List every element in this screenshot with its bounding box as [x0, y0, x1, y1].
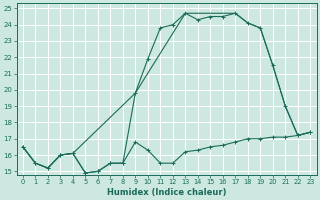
X-axis label: Humidex (Indice chaleur): Humidex (Indice chaleur): [107, 188, 226, 197]
